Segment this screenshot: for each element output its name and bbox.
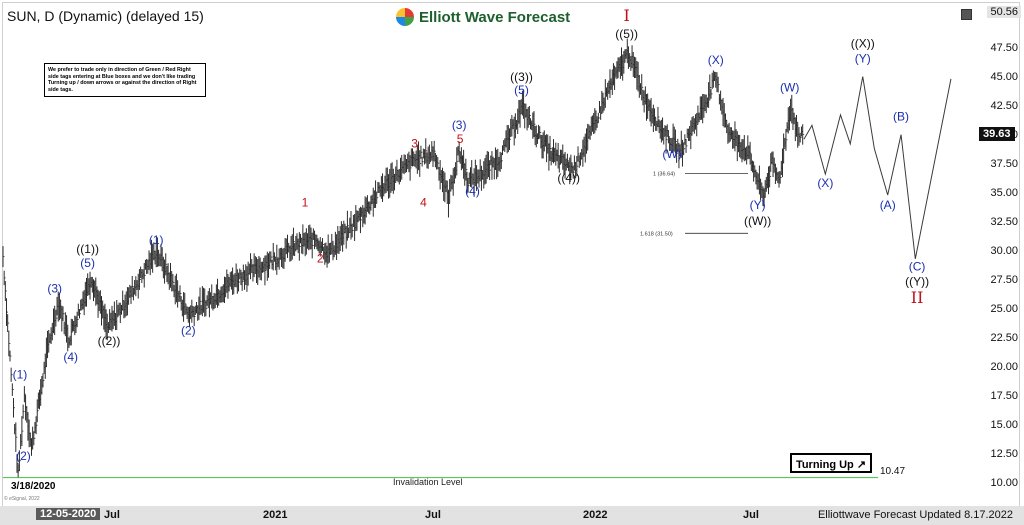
wave-label: (W) <box>662 147 681 161</box>
y-tick-label: 42.50 <box>990 99 1018 112</box>
y-tick-label: 37.50 <box>990 157 1018 170</box>
x-tick-label: 2021 <box>263 509 288 521</box>
current-price-badge: 39.63 <box>979 127 1015 141</box>
wave-label: (B) <box>893 110 909 124</box>
y-axis-top-label: 50.56 <box>987 6 1021 18</box>
wave-label: (1) <box>149 233 164 247</box>
y-tick-label: 15.00 <box>990 418 1018 431</box>
start-date-label: 3/18/2020 <box>11 481 56 492</box>
y-tick-label: 47.50 <box>990 41 1018 54</box>
wave-label: I <box>623 6 629 25</box>
wave-label: (Y) <box>855 52 871 66</box>
wave-label: (A) <box>880 198 896 212</box>
wave-label: ((W)) <box>744 214 771 228</box>
wave-label: (2) <box>16 449 31 463</box>
logo-globe-icon <box>396 8 414 26</box>
x-tick-label: Jul <box>104 509 120 521</box>
wave-label: 4 <box>420 196 427 210</box>
wave-label: (5) <box>514 83 529 97</box>
y-tick-label: 12.50 <box>990 447 1018 460</box>
wave-label: (2) <box>181 323 196 337</box>
wave-label: (4) <box>63 350 78 364</box>
projection-path <box>803 76 952 259</box>
y-tick-label: 35.00 <box>990 186 1018 199</box>
x-current-date: 12-05-2020 <box>36 508 101 520</box>
invalidation-value: 10.47 <box>880 466 906 477</box>
wave-label: 5 <box>457 132 464 146</box>
x-tick-label: Jul <box>425 509 441 521</box>
y-tick-label: 27.50 <box>990 273 1018 286</box>
trading-note: We prefer to trade only in direction of … <box>44 63 206 98</box>
wave-label: (3) <box>47 282 62 296</box>
x-axis: 12-05-2020 Jul 2021 Jul 2022 Jul Elliottwave … <box>0 506 1024 525</box>
y-tick-label: 25.00 <box>990 302 1018 315</box>
turning-up-badge: Turning Up ↗ <box>790 453 872 473</box>
wave-label: (C) <box>909 259 926 273</box>
y-tick-label: 22.50 <box>990 331 1018 344</box>
wave-label: (W) <box>780 81 799 95</box>
y-tick-label: 32.50 <box>990 215 1018 228</box>
settings-icon[interactable] <box>961 9 972 20</box>
y-tick-label: 10.00 <box>990 477 1018 489</box>
wave-label: 3 <box>411 136 418 150</box>
fib-label: 1 (36.64) <box>653 172 675 178</box>
wave-label: (1) <box>13 367 28 381</box>
invalidation-label: Invalidation Level <box>393 477 463 487</box>
y-tick-label: 17.50 <box>990 389 1018 402</box>
wave-label: ((3)) <box>510 70 533 84</box>
x-tick-label: 2022 <box>583 509 608 521</box>
wave-label: ((5)) <box>615 27 638 41</box>
y-tick-label: 20.00 <box>990 360 1018 373</box>
wave-label: ((Y)) <box>905 275 929 289</box>
wave-label: (X) <box>817 176 833 190</box>
wave-label: ((2)) <box>98 334 121 348</box>
wave-label: (4) <box>465 184 480 198</box>
wave-label: 1 <box>302 196 309 210</box>
wave-label: 2 <box>317 251 324 265</box>
logo: Elliott Wave Forecast <box>396 5 570 29</box>
symbol-title: SUN, D (Dynamic) (delayed 15) <box>7 8 204 24</box>
footer-updated: Elliottwave Forecast Updated 8.17.2022 <box>817 509 1013 521</box>
x-tick-label: Jul <box>743 509 759 521</box>
turning-up-text: Turning Up <box>795 459 854 471</box>
wave-label: ((X)) <box>851 37 875 51</box>
wave-label: (X) <box>708 53 724 67</box>
wave-label: (3) <box>452 118 467 132</box>
wave-label: II <box>911 288 924 307</box>
wave-label: (5) <box>80 256 95 270</box>
wave-label: ((1)) <box>76 242 99 256</box>
y-axis: 50.56 10.00 12.50 15.00 17.50 20.00 22.50 25.00… <box>978 0 1024 505</box>
wave-label: (Y) <box>750 198 766 212</box>
logo-text: Elliott Wave Forecast <box>419 8 571 26</box>
wave-label: ((4)) <box>557 171 580 185</box>
esignal-copyright: © eSignal, 2022 <box>4 496 40 502</box>
y-tick-label: 45.00 <box>990 70 1018 83</box>
y-tick-label: 30.00 <box>990 244 1018 257</box>
fib-label: 1.618 (31.50) <box>640 231 673 237</box>
